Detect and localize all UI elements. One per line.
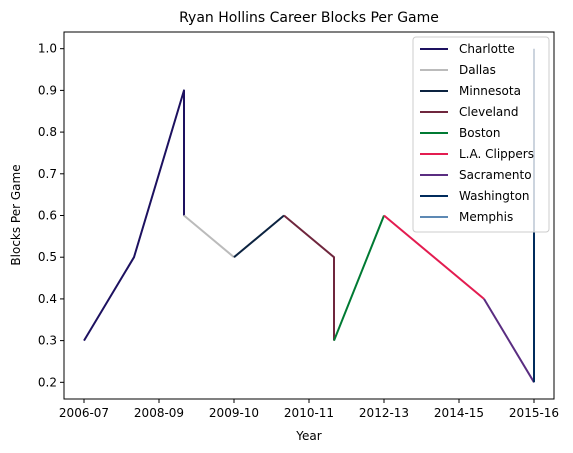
x-tick-label-6: 2015-16 [509,406,559,420]
x-tick-label-5: 2014-15 [434,406,484,420]
y-tick-label-4: 0.6 [38,209,57,223]
series-line-6 [484,299,534,382]
y-tick-label-6: 0.8 [38,125,57,139]
series-line-4 [334,216,384,341]
y-axis-label: Blocks Per Game [9,164,23,265]
y-tick-label-3: 0.5 [38,250,57,264]
legend-label-3: Cleveland [459,105,519,119]
legend-label-1: Dallas [459,63,496,77]
y-tick-label-7: 0.9 [38,83,57,97]
chart-title: Ryan Hollins Career Blocks Per Game [179,10,439,26]
x-axis-label: Year [295,429,321,443]
y-tick-label-5: 0.7 [38,167,57,181]
legend-label-0: Charlotte [459,42,515,56]
legend-label-4: Boston [459,126,500,140]
series-line-3 [284,216,334,341]
x-tick-label-3: 2010-11 [284,406,334,420]
legend-label-6: Sacramento [459,168,532,182]
y-tick-label-2: 0.4 [38,292,57,306]
y-tick-label-0: 0.2 [38,375,57,389]
legend-label-8: Memphis [459,210,513,224]
series-line-2 [234,216,284,258]
legend-label-5: L.A. Clippers [459,147,534,161]
legend-label-7: Washington [459,189,530,203]
x-tick-label-4: 2012-13 [359,406,409,420]
y-tick-label-8: 1.0 [38,42,57,56]
legend: Charlotte Dallas Minnesota Cleveland Boston L… [413,37,549,232]
legend-label-2: Minnesota [459,84,521,98]
x-tick-label-0: 2006-07 [59,406,109,420]
x-tick-label-2: 2009-10 [209,406,259,420]
series-line-1 [184,216,234,258]
series-line-0 [84,90,184,340]
y-tick-label-1: 0.3 [38,334,57,348]
x-tick-label-1: 2008-09 [134,406,184,420]
